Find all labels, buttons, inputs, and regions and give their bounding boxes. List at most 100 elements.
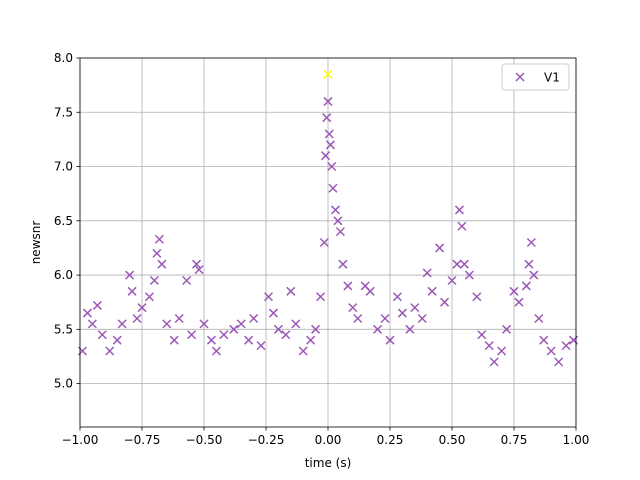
data-point (327, 161, 337, 172)
data-point (211, 346, 221, 356)
data-point (132, 313, 142, 324)
data-point (325, 140, 336, 150)
data-point (169, 335, 179, 345)
data-point (291, 319, 301, 329)
x-tick-label: 0.50 (439, 433, 466, 447)
highlight-point (323, 69, 333, 79)
data-point (348, 303, 358, 313)
data-point (526, 237, 536, 248)
data-point (343, 281, 353, 291)
legend-box (501, 63, 570, 91)
data-point (484, 341, 494, 351)
x-tick-label: 0.00 (315, 433, 342, 447)
y-tick-label: 8.0 (54, 51, 73, 65)
data-point (410, 303, 420, 313)
data-point (422, 268, 432, 278)
y-tick-label: 5.0 (54, 377, 73, 391)
data-point (97, 330, 107, 340)
data-point (306, 335, 316, 345)
data-point (127, 286, 137, 296)
data-point (311, 324, 321, 334)
data-point (316, 292, 326, 302)
data-point (273, 324, 283, 334)
data-point (477, 330, 487, 340)
data-point (319, 237, 329, 248)
x-tick-label: −1.00 (62, 433, 99, 447)
data-point (489, 357, 499, 367)
x-tick-label: −0.75 (124, 433, 161, 447)
y-tick-label: 7.5 (54, 105, 73, 119)
data-point (338, 259, 348, 269)
data-point (298, 346, 308, 356)
data-point (534, 313, 544, 324)
data-point (353, 313, 363, 324)
y-axis-ticks: 5.0 5.5 6.0 6.5 7.0 7.5 8.0 (54, 51, 80, 391)
data-point (333, 216, 343, 226)
x-axis-label: time (s) (305, 456, 352, 470)
data-point (137, 303, 147, 313)
data-point (417, 313, 427, 324)
data-point (320, 151, 331, 161)
y-tick-label: 5.5 (54, 322, 73, 336)
data-point (149, 275, 159, 286)
data-point (502, 324, 512, 334)
data-point (365, 286, 375, 296)
data-point (105, 346, 115, 356)
data-point (392, 292, 402, 302)
data-point (87, 319, 97, 329)
data-point (472, 292, 482, 302)
data-point (554, 357, 564, 367)
data-point (509, 286, 519, 296)
legend-marker-icon (515, 72, 525, 82)
data-point (206, 335, 216, 345)
data-point (199, 319, 209, 329)
data-point (157, 259, 167, 269)
data-point (323, 96, 333, 106)
data-point (236, 319, 246, 329)
data-point (219, 330, 229, 340)
data-point (514, 297, 524, 307)
data-point (324, 129, 334, 139)
data-point (174, 313, 184, 324)
data-point (454, 205, 464, 215)
data-point (82, 308, 92, 318)
data-point (192, 259, 202, 269)
data-point (497, 346, 507, 356)
data-point (162, 319, 172, 329)
data-point (539, 335, 549, 345)
data-point (397, 308, 407, 318)
x-tick-label: −0.25 (248, 433, 285, 447)
data-point (322, 113, 332, 123)
data-point (464, 270, 474, 280)
data-point (112, 335, 122, 345)
data-point (459, 259, 469, 269)
data-point (521, 281, 531, 291)
data-point (154, 234, 164, 244)
data-point (256, 341, 266, 351)
data-point (405, 324, 415, 334)
data-point (373, 324, 383, 334)
data-point (457, 221, 467, 231)
data-point (447, 275, 457, 286)
data-point (385, 335, 395, 345)
data-point (529, 270, 539, 280)
data-point (249, 313, 259, 324)
data-point (281, 330, 291, 340)
data-point (440, 297, 450, 307)
data-point (328, 183, 338, 193)
data-point (427, 286, 437, 296)
data-points (77, 69, 579, 367)
data-point (187, 330, 197, 340)
data-point (182, 275, 192, 286)
data-point (152, 248, 162, 258)
data-point (268, 308, 278, 318)
data-point (330, 205, 340, 215)
data-point (546, 346, 556, 356)
data-point (561, 341, 571, 351)
y-axis-label: newsnr (29, 221, 43, 265)
data-point (452, 259, 462, 269)
x-tick-label: 1.00 (563, 433, 590, 447)
data-point (92, 300, 102, 310)
data-point (335, 227, 345, 237)
y-tick-label: 7.0 (54, 160, 73, 174)
